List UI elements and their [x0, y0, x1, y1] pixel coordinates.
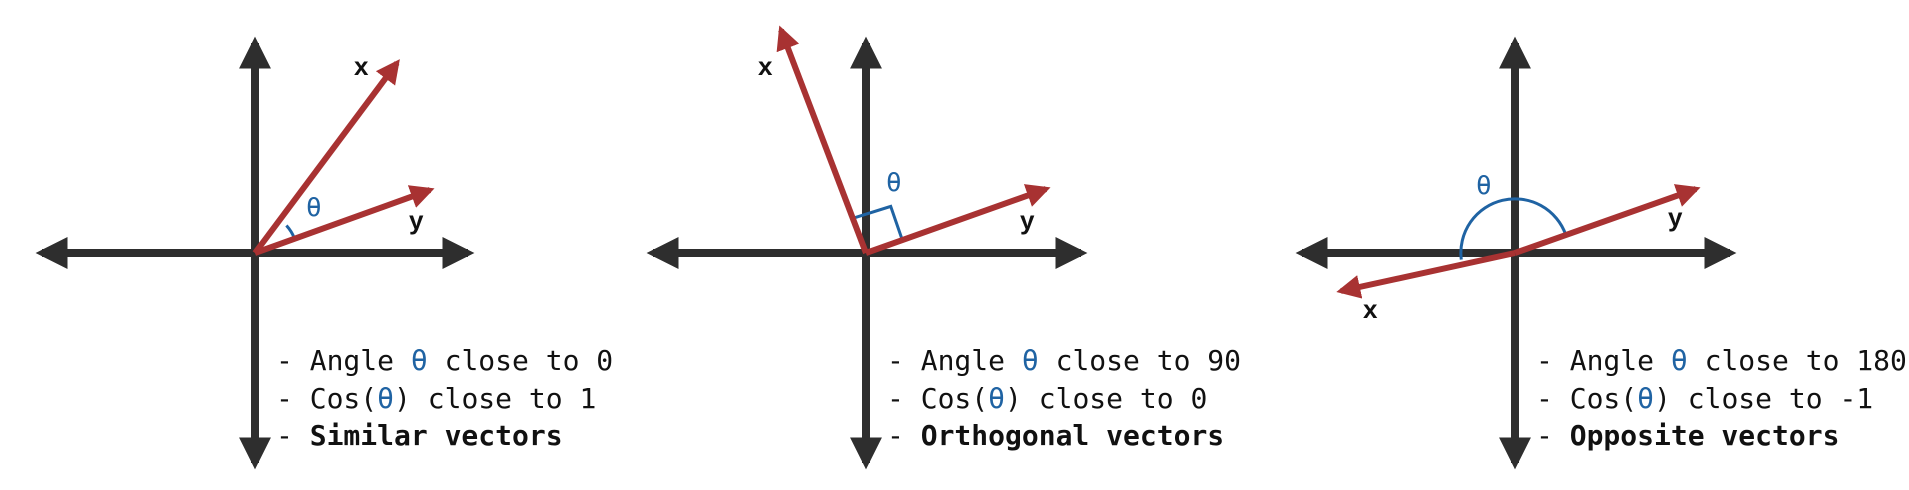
description-line-angle: - Angle θ close to 90	[887, 344, 1241, 377]
vector-x-label: x	[1363, 294, 1378, 324]
description-line-angle: - Angle θ close to 180	[1536, 344, 1907, 377]
angle-text: Angle	[1570, 344, 1671, 377]
theta-label: θ	[886, 168, 902, 198]
right-angle-marker	[854, 204, 904, 240]
panel-opposite: x y θ - Angle θ close to 180 - Cos(θ) cl…	[1295, 36, 1907, 470]
vector-y-arrow	[1513, 184, 1701, 256]
vector-x-label: x	[354, 51, 369, 81]
description-line-conclusion: - Similar vectors	[276, 419, 563, 452]
conclusion-text: Similar vectors	[310, 419, 563, 452]
vector-y-label: y	[1020, 205, 1035, 235]
vector-x-arrow	[1336, 250, 1516, 299]
vector-y-arrow	[253, 185, 435, 256]
bullet-dash: -	[887, 419, 921, 452]
angle-text: Angle	[921, 344, 1022, 377]
vector-y-label: y	[1668, 202, 1683, 232]
bullet-dash: -	[276, 344, 310, 377]
theta-symbol: θ	[1637, 382, 1654, 415]
cos-text: Cos(	[1570, 382, 1637, 415]
vector-x-label: x	[758, 51, 773, 81]
bullet-dash: -	[1536, 344, 1570, 377]
cos-text: Cos(	[310, 382, 377, 415]
description-line-conclusion: - Orthogonal vectors	[887, 419, 1224, 452]
theta-symbol: θ	[377, 382, 394, 415]
theta-symbol: θ	[1671, 344, 1688, 377]
vector-y-arrow	[864, 184, 1051, 256]
theta-symbol: θ	[411, 344, 428, 377]
conclusion-text: Orthogonal vectors	[921, 419, 1224, 452]
description-line-angle: - Angle θ close to 0	[276, 344, 613, 377]
vector-x-arrow	[252, 59, 400, 255]
angle-arc	[1459, 197, 1568, 260]
cos-text: Cos(	[921, 382, 988, 415]
angle-value-text: close to 90	[1039, 344, 1241, 377]
angle-value-text: close to 180	[1688, 344, 1907, 377]
theta-symbol: θ	[1022, 344, 1039, 377]
bullet-dash: -	[276, 382, 310, 415]
bullet-dash: -	[276, 419, 310, 452]
vector-y-label: y	[409, 205, 424, 235]
description-line-cos: - Cos(θ) close to -1	[1536, 382, 1873, 415]
angle-text: Angle	[310, 344, 411, 377]
bullet-dash: -	[1536, 419, 1570, 452]
description-line-conclusion: - Opposite vectors	[1536, 419, 1839, 452]
angle-value-text: close to 0	[428, 344, 613, 377]
bullet-dash: -	[1536, 382, 1570, 415]
conclusion-text: Opposite vectors	[1570, 419, 1840, 452]
theta-symbol: θ	[988, 382, 1005, 415]
cos-value-text: ) close to 1	[394, 382, 596, 415]
theta-label: θ	[1476, 171, 1492, 201]
cos-value-text: ) close to -1	[1654, 382, 1873, 415]
vector-x-arrow	[776, 25, 869, 255]
theta-label: θ	[306, 193, 322, 223]
bullet-dash: -	[887, 382, 921, 415]
description-line-cos: - Cos(θ) close to 1	[276, 382, 596, 415]
cos-value-text: ) close to 0	[1005, 382, 1207, 415]
description-line-cos: - Cos(θ) close to 0	[887, 382, 1207, 415]
bullet-dash: -	[887, 344, 921, 377]
panel-orthogonal: x y θ - Angle θ close to 90 - Cos(θ) clo…	[646, 25, 1241, 470]
panel-similar: x y θ - Angle θ close to 0 - Cos(θ) clos…	[35, 36, 613, 470]
